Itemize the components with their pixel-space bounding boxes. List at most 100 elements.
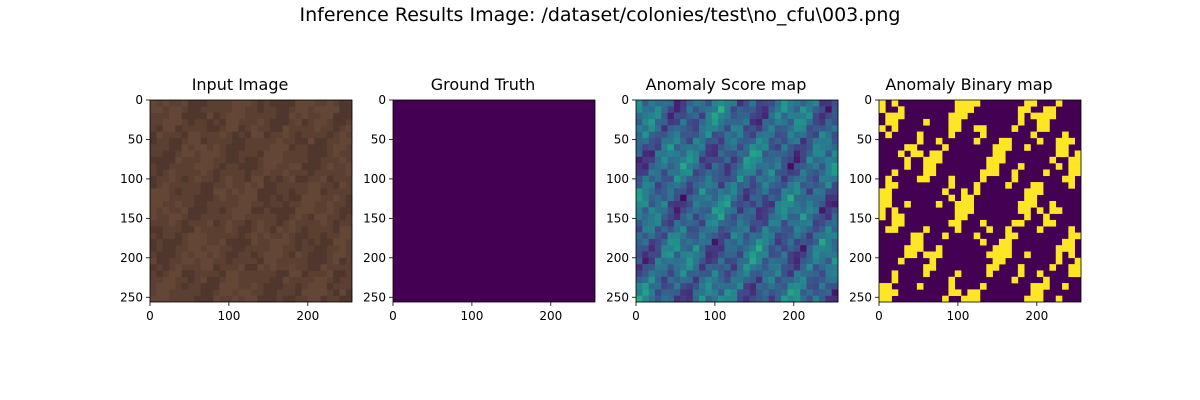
texture-cell <box>213 219 220 227</box>
anomaly-cell <box>967 207 974 214</box>
score-cell <box>648 219 656 227</box>
anomaly-cell <box>973 295 981 303</box>
texture-cell <box>276 219 283 227</box>
score-cell <box>673 100 681 107</box>
anomaly-cell <box>885 283 892 290</box>
texture-cell <box>314 289 321 296</box>
texture-cell <box>288 219 296 227</box>
anomaly-cell <box>1030 201 1038 208</box>
texture-cell <box>238 245 245 252</box>
score-cell <box>825 270 832 278</box>
score-cell <box>705 245 713 252</box>
texture-cell <box>301 232 309 240</box>
texture-cell <box>168 245 176 252</box>
score-cell <box>642 251 649 259</box>
score-cell <box>711 232 719 240</box>
texture-cell <box>168 112 176 120</box>
score-cell <box>768 100 776 107</box>
score-cell <box>749 295 757 303</box>
anomaly-cell <box>1017 112 1025 120</box>
panel-title: Anomaly Binary map <box>885 75 1053 94</box>
texture-cell <box>156 289 163 296</box>
score-cell <box>730 232 738 240</box>
score-cell <box>806 150 814 158</box>
score-cell <box>705 232 713 240</box>
score-cell <box>642 100 649 107</box>
texture-cell <box>206 163 214 170</box>
score-cell <box>692 201 700 208</box>
score-cell <box>831 106 839 113</box>
score-cell <box>692 283 700 290</box>
anomaly-cell <box>948 118 956 126</box>
score-cell <box>737 283 744 290</box>
score-cell <box>755 289 763 296</box>
score-cell <box>743 270 750 278</box>
score-cell <box>819 289 826 296</box>
score-cell <box>749 238 757 246</box>
texture-cell <box>339 289 346 296</box>
anomaly-cell <box>885 131 892 139</box>
anomaly-cell <box>923 169 930 177</box>
score-cell <box>762 125 769 132</box>
texture-cell <box>269 264 277 271</box>
score-cell <box>743 207 750 214</box>
score-cell <box>800 131 807 139</box>
texture-cell <box>232 276 239 284</box>
anomaly-cell <box>1036 137 1044 145</box>
score-cell <box>648 270 656 278</box>
anomaly-cell <box>948 131 956 139</box>
score-cell <box>699 100 706 107</box>
score-cell <box>755 100 763 107</box>
texture-cell <box>238 194 245 202</box>
anomaly-cell <box>1030 100 1038 107</box>
texture-cell <box>269 144 277 151</box>
texture-cell <box>326 112 334 120</box>
texture-cell <box>232 118 239 126</box>
anomaly-cell <box>1030 188 1038 195</box>
texture-cell <box>175 232 182 240</box>
score-cell <box>825 100 832 107</box>
texture-cell <box>175 144 182 151</box>
score-cell <box>743 169 750 177</box>
texture-cell <box>257 182 264 189</box>
texture-cell <box>320 213 328 221</box>
score-cell <box>793 232 801 240</box>
score-cell <box>654 182 662 189</box>
texture-cell <box>326 283 334 290</box>
score-cell <box>819 245 826 252</box>
score-cell <box>661 106 668 113</box>
score-cell <box>806 163 814 170</box>
texture-cell <box>232 131 239 139</box>
score-cell <box>774 163 782 170</box>
texture-cell <box>206 264 214 271</box>
score-cell <box>699 188 706 195</box>
score-cell <box>705 257 713 265</box>
score-cell <box>812 232 820 240</box>
score-cell <box>812 100 820 107</box>
anomaly-cell <box>1030 194 1038 202</box>
texture-cell <box>213 125 220 132</box>
anomaly-cell <box>1005 251 1012 259</box>
score-cell <box>699 283 706 290</box>
score-cell <box>636 201 643 208</box>
score-cell <box>699 156 706 164</box>
anomaly-cell <box>1068 251 1075 259</box>
score-cell <box>825 150 832 158</box>
texture-cell <box>314 150 321 158</box>
texture-cell <box>175 238 182 246</box>
score-cell <box>787 201 795 208</box>
texture-cell <box>301 112 309 120</box>
score-cell <box>724 251 731 259</box>
score-cell <box>787 163 795 170</box>
texture-cell <box>238 112 245 120</box>
texture-cell <box>200 163 208 170</box>
anomaly-cell <box>885 175 892 183</box>
anomaly-cell <box>1005 238 1012 246</box>
score-cell <box>648 257 656 265</box>
texture-cell <box>345 232 353 240</box>
texture-cell <box>225 112 233 120</box>
texture-cell <box>345 226 353 233</box>
texture-cell <box>282 144 290 151</box>
score-cell <box>673 137 681 145</box>
score-cell <box>762 257 769 265</box>
